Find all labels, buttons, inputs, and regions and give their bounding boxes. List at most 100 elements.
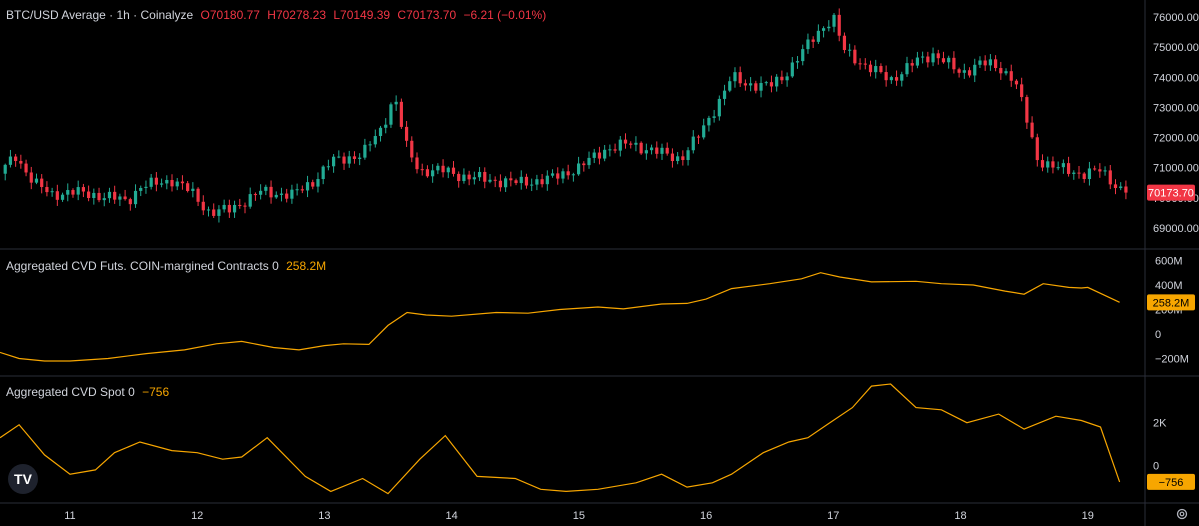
candle-up[interactable] bbox=[816, 24, 820, 44]
candle-down[interactable] bbox=[123, 189, 127, 201]
candle-up[interactable] bbox=[394, 95, 398, 111]
candle-up[interactable] bbox=[931, 47, 935, 67]
candle-up[interactable] bbox=[889, 75, 893, 84]
candle-up[interactable] bbox=[1046, 156, 1050, 173]
candle-up[interactable] bbox=[634, 136, 638, 152]
candle-up[interactable] bbox=[222, 199, 226, 213]
candle-up[interactable] bbox=[1087, 161, 1092, 186]
candle-down[interactable] bbox=[879, 63, 883, 74]
candle-up[interactable] bbox=[801, 44, 805, 66]
candle-down[interactable] bbox=[154, 172, 158, 192]
candle-up[interactable] bbox=[576, 156, 581, 176]
candle-down[interactable] bbox=[14, 153, 18, 167]
candle-down[interactable] bbox=[681, 150, 685, 166]
candle-up[interactable] bbox=[159, 178, 164, 188]
candle-down[interactable] bbox=[1108, 165, 1112, 190]
candle-up[interactable] bbox=[133, 184, 138, 208]
candle-down[interactable] bbox=[853, 45, 857, 66]
candle-down[interactable] bbox=[404, 120, 409, 147]
candle-down[interactable] bbox=[670, 148, 675, 168]
candle-down[interactable] bbox=[926, 51, 930, 68]
candle-up[interactable] bbox=[144, 180, 148, 194]
candle-down[interactable] bbox=[1020, 77, 1024, 102]
candle-down[interactable] bbox=[352, 151, 357, 164]
candle-down[interactable] bbox=[1113, 179, 1118, 195]
candle-up[interactable] bbox=[795, 56, 800, 69]
candle-down[interactable] bbox=[238, 198, 242, 209]
candle-up[interactable] bbox=[978, 56, 982, 69]
candle-up[interactable] bbox=[592, 148, 596, 164]
candle-up[interactable] bbox=[691, 130, 695, 154]
candle-down[interactable] bbox=[910, 59, 914, 73]
candle-down[interactable] bbox=[639, 141, 643, 155]
candle-down[interactable] bbox=[493, 176, 497, 188]
candle-down[interactable] bbox=[29, 166, 33, 190]
candle-down[interactable] bbox=[957, 67, 961, 78]
spot-title[interactable]: Aggregated CVD Spot 0 bbox=[6, 385, 135, 399]
candle-down[interactable] bbox=[196, 187, 200, 207]
candle-down[interactable] bbox=[55, 184, 59, 206]
candle-up[interactable] bbox=[1004, 68, 1008, 76]
candle-down[interactable] bbox=[936, 49, 940, 65]
candle-up[interactable] bbox=[1072, 170, 1076, 180]
candle-up[interactable] bbox=[76, 180, 80, 201]
candle-up[interactable] bbox=[988, 54, 992, 71]
candle-up[interactable] bbox=[644, 143, 648, 160]
candle-down[interactable] bbox=[451, 161, 456, 177]
candle-up[interactable] bbox=[915, 51, 920, 69]
candle-up[interactable] bbox=[712, 109, 716, 123]
candle-down[interactable] bbox=[811, 36, 815, 48]
candle-up[interactable] bbox=[118, 193, 122, 206]
candle-up[interactable] bbox=[50, 187, 54, 197]
candle-up[interactable] bbox=[759, 76, 763, 98]
candle-up[interactable] bbox=[530, 178, 534, 192]
candle-down[interactable] bbox=[170, 174, 174, 192]
candle-down[interactable] bbox=[1014, 79, 1019, 90]
candle-up[interactable] bbox=[436, 163, 440, 175]
candle-up[interactable] bbox=[60, 192, 65, 202]
candle-down[interactable] bbox=[1035, 133, 1039, 167]
candle-up[interactable] bbox=[337, 150, 341, 159]
candle-up[interactable] bbox=[305, 175, 310, 198]
candle-down[interactable] bbox=[540, 173, 544, 188]
candle-up[interactable] bbox=[279, 187, 284, 202]
candle-up[interactable] bbox=[676, 152, 680, 165]
candle-up[interactable] bbox=[973, 58, 977, 83]
candle-down[interactable] bbox=[399, 98, 403, 129]
candle-up[interactable] bbox=[358, 153, 362, 166]
candle-down[interactable] bbox=[1030, 116, 1034, 139]
candle-up[interactable] bbox=[717, 95, 721, 121]
tradingview-logo-icon[interactable]: TV bbox=[8, 464, 38, 494]
candle-up[interactable] bbox=[3, 163, 7, 181]
candle-down[interactable] bbox=[655, 141, 659, 159]
candle-up[interactable] bbox=[34, 173, 39, 185]
candle-down[interactable] bbox=[524, 173, 529, 189]
candle-down[interactable] bbox=[983, 55, 987, 71]
futs-cvd-line[interactable] bbox=[0, 272, 1120, 362]
candle-up[interactable] bbox=[378, 125, 383, 142]
candle-up[interactable] bbox=[649, 144, 654, 155]
candle-up[interactable] bbox=[347, 150, 351, 168]
futs-title[interactable]: Aggregated CVD Futs. COIN-margined Contr… bbox=[6, 259, 279, 273]
candle-down[interactable] bbox=[1124, 180, 1128, 200]
candle-down[interactable] bbox=[128, 197, 132, 211]
candle-down[interactable] bbox=[415, 152, 419, 174]
candle-down[interactable] bbox=[837, 8, 841, 42]
candle-up[interactable] bbox=[1061, 159, 1065, 174]
candle-up[interactable] bbox=[191, 182, 195, 198]
candle-up[interactable] bbox=[431, 164, 435, 183]
candle-up[interactable] bbox=[535, 174, 539, 191]
candle-up[interactable] bbox=[326, 159, 330, 171]
candle-down[interactable] bbox=[582, 161, 586, 172]
candle-up[interactable] bbox=[259, 184, 263, 200]
candle-down[interactable] bbox=[509, 171, 513, 187]
candle-down[interactable] bbox=[863, 58, 867, 70]
candle-up[interactable] bbox=[165, 175, 169, 190]
candle-down[interactable] bbox=[19, 154, 23, 169]
candle-up[interactable] bbox=[274, 191, 278, 199]
candle-up[interactable] bbox=[389, 102, 393, 128]
candle-down[interactable] bbox=[941, 51, 946, 64]
candle-up[interactable] bbox=[1103, 166, 1107, 176]
candle-up[interactable] bbox=[785, 72, 789, 87]
candle-up[interactable] bbox=[8, 149, 13, 168]
